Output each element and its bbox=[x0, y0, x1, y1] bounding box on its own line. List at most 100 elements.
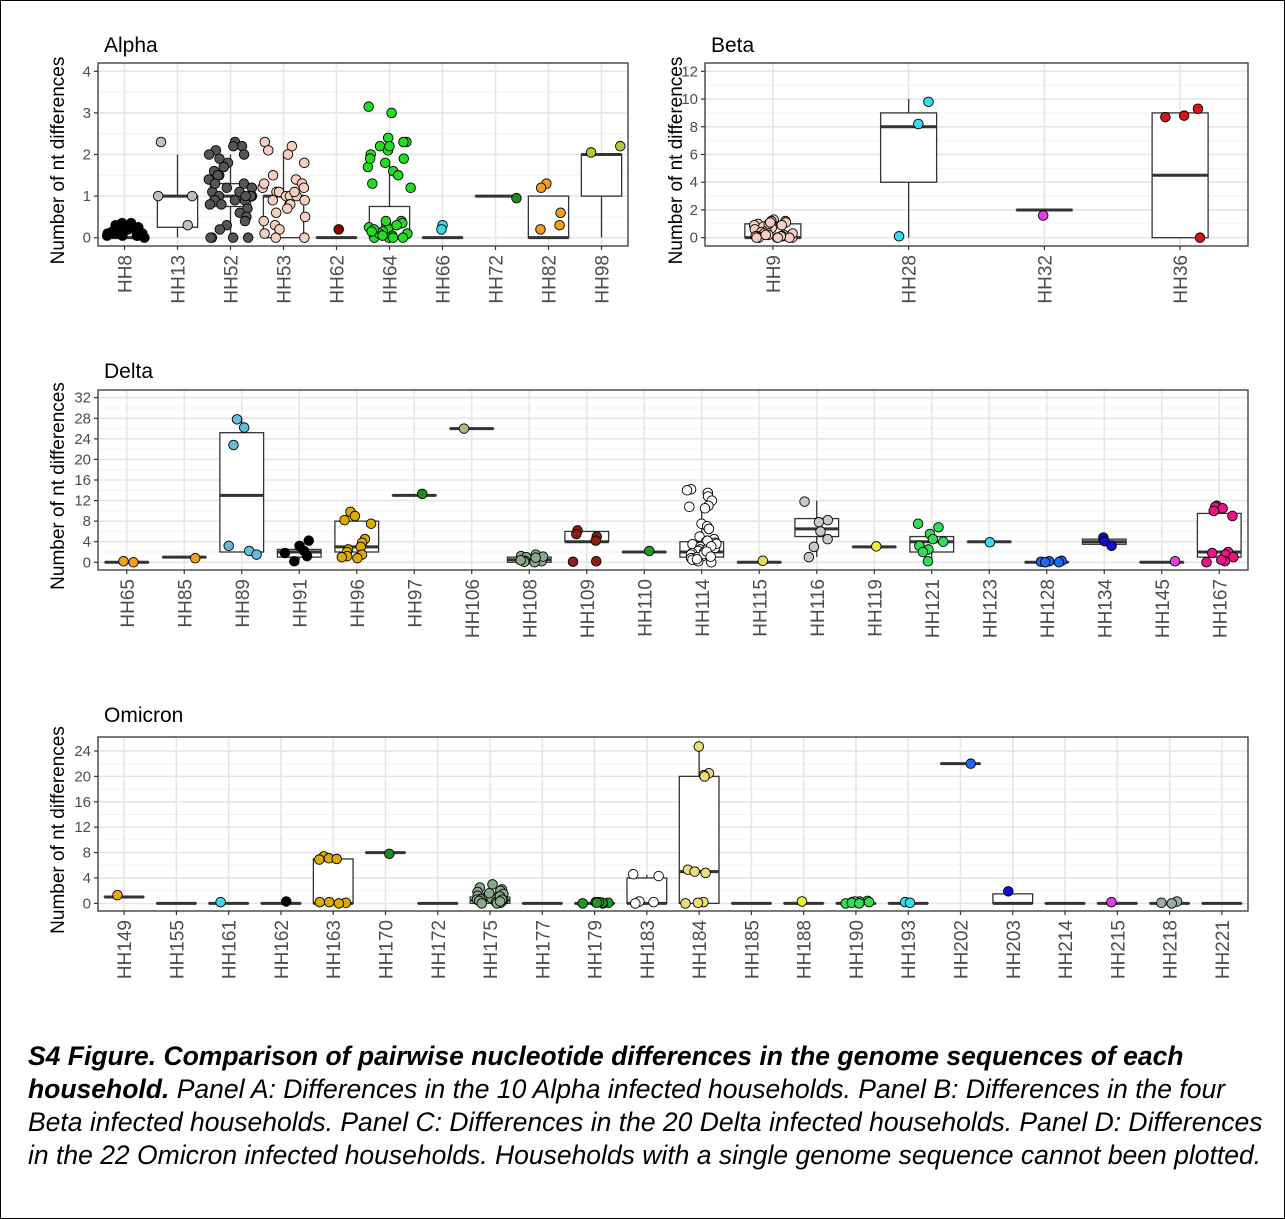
omicron-x-tick-label: HH218 bbox=[1161, 920, 1182, 979]
alpha-point bbox=[205, 232, 216, 243]
omicron-x-tick-label: HH184 bbox=[690, 920, 711, 980]
alpha-point bbox=[397, 232, 409, 243]
delta-point bbox=[223, 540, 234, 552]
delta-point bbox=[803, 551, 815, 563]
omicron-point bbox=[854, 898, 865, 909]
alpha-point bbox=[102, 228, 113, 239]
omicron-point bbox=[323, 896, 335, 908]
alpha-point bbox=[286, 140, 298, 152]
delta-point bbox=[938, 536, 949, 547]
omicron-point bbox=[314, 896, 326, 908]
alpha-point bbox=[398, 153, 410, 164]
alpha-x-tick-label: HH8 bbox=[116, 255, 137, 293]
delta-x-tick-label: HH108 bbox=[520, 579, 541, 638]
alpha-point bbox=[228, 140, 239, 152]
beta-point bbox=[1194, 232, 1206, 243]
delta-point bbox=[1039, 557, 1051, 568]
delta-x-tick-label: HH109 bbox=[578, 579, 599, 638]
delta-point bbox=[1169, 556, 1181, 567]
delta-point bbox=[1208, 505, 1219, 517]
alpha-point bbox=[270, 232, 282, 243]
alpha-x-tick-label: HH53 bbox=[275, 255, 296, 304]
omicron-point bbox=[863, 896, 875, 908]
delta-x-tick-label: HH97 bbox=[405, 579, 426, 628]
alpha-point bbox=[364, 153, 376, 164]
delta-y-tick-label: 24 bbox=[74, 431, 91, 448]
omicron-x-tick-label: HH193 bbox=[899, 920, 920, 979]
beta-y-tick-label: 0 bbox=[690, 230, 698, 247]
delta-x-tick-label: HH167 bbox=[1210, 579, 1231, 638]
delta-point bbox=[279, 547, 291, 559]
caption-title: S4 Figure. Comparison of pairwise nucleo… bbox=[28, 1041, 1184, 1104]
delta-point bbox=[1106, 540, 1117, 552]
delta-point bbox=[251, 549, 262, 560]
delta-point bbox=[933, 522, 944, 533]
delta-x-tick-label: HH115 bbox=[750, 579, 771, 637]
delta-x-tick-label: HH145 bbox=[1153, 579, 1174, 638]
alpha-y-tick-label: 3 bbox=[83, 105, 91, 122]
delta-point bbox=[238, 422, 250, 433]
alpha-point bbox=[204, 199, 216, 210]
delta-point bbox=[684, 501, 695, 512]
beta-y-tick-label: 10 bbox=[681, 91, 698, 108]
delta-y-tick-label: 28 bbox=[74, 410, 91, 427]
delta-point bbox=[681, 485, 693, 496]
beta-y-axis-label: Number of nt differences bbox=[666, 57, 687, 265]
omicron-point bbox=[215, 896, 226, 908]
omicron-x-tick-label: HH170 bbox=[377, 920, 398, 979]
delta-point bbox=[458, 423, 470, 434]
omicron-point bbox=[965, 758, 976, 769]
alpha-point bbox=[240, 190, 251, 202]
alpha-x-tick-label: HH98 bbox=[593, 255, 614, 304]
omicron-point bbox=[591, 897, 603, 908]
beta-y-tick-label: 6 bbox=[690, 147, 698, 164]
omicron-point bbox=[333, 898, 345, 909]
delta-x-tick-label: HH65 bbox=[118, 579, 139, 628]
beta-point bbox=[913, 118, 924, 130]
delta-x-tick-label: HH116 bbox=[808, 579, 829, 637]
delta-x-tick-label: HH85 bbox=[175, 579, 196, 628]
delta-point bbox=[571, 528, 582, 540]
omicron-y-tick-label: 8 bbox=[83, 845, 91, 862]
delta-point bbox=[699, 503, 711, 514]
omicron-point bbox=[904, 897, 916, 908]
alpha-point bbox=[386, 107, 397, 119]
delta-y-tick-label: 16 bbox=[74, 472, 91, 489]
alpha-point bbox=[229, 194, 241, 206]
alpha-point bbox=[221, 182, 233, 194]
delta-point bbox=[417, 488, 428, 500]
delta-point bbox=[808, 541, 820, 553]
omicron-x-tick-label: HH155 bbox=[167, 920, 188, 979]
delta-y-tick-label: 8 bbox=[83, 513, 91, 530]
omicron-point bbox=[630, 898, 641, 909]
omicron-point bbox=[692, 897, 704, 908]
delta-x-tick-label: HH123 bbox=[980, 579, 1001, 638]
delta-y-tick-label: 0 bbox=[83, 554, 91, 571]
omicron-x-tick-label: HH190 bbox=[847, 920, 868, 979]
beta-panel-title: Beta bbox=[711, 34, 755, 57]
delta-x-tick-label: HH106 bbox=[463, 579, 484, 638]
omicron-y-tick-label: 12 bbox=[74, 819, 91, 836]
alpha-point bbox=[298, 182, 310, 194]
alpha-point bbox=[367, 178, 378, 189]
omicron-y-tick-label: 4 bbox=[83, 870, 91, 887]
omicron-x-tick-label: HH162 bbox=[272, 920, 293, 979]
omicron-point bbox=[699, 771, 710, 782]
delta-point bbox=[349, 510, 361, 522]
omicron-y-tick-label: 0 bbox=[83, 895, 91, 912]
alpha-point bbox=[263, 145, 274, 156]
alpha-point bbox=[535, 182, 547, 194]
alpha-point bbox=[239, 215, 251, 227]
delta-point bbox=[927, 533, 939, 545]
delta-point bbox=[912, 518, 924, 529]
delta-point bbox=[871, 541, 882, 552]
omicron-point bbox=[331, 853, 342, 865]
alpha-panel: 0 1 2 3 4 HH8 HH13 HH52 HH53 HH62 HH64 HH66 HH72 HH82… bbox=[48, 34, 629, 304]
beta-y-tick-label: 2 bbox=[690, 202, 698, 219]
alpha-point bbox=[289, 186, 300, 198]
omicron-panel-title: Omicron bbox=[104, 704, 183, 727]
alpha-point bbox=[366, 226, 377, 237]
alpha-point bbox=[384, 140, 395, 152]
alpha-y-axis-label: Number of nt differences bbox=[48, 57, 69, 265]
